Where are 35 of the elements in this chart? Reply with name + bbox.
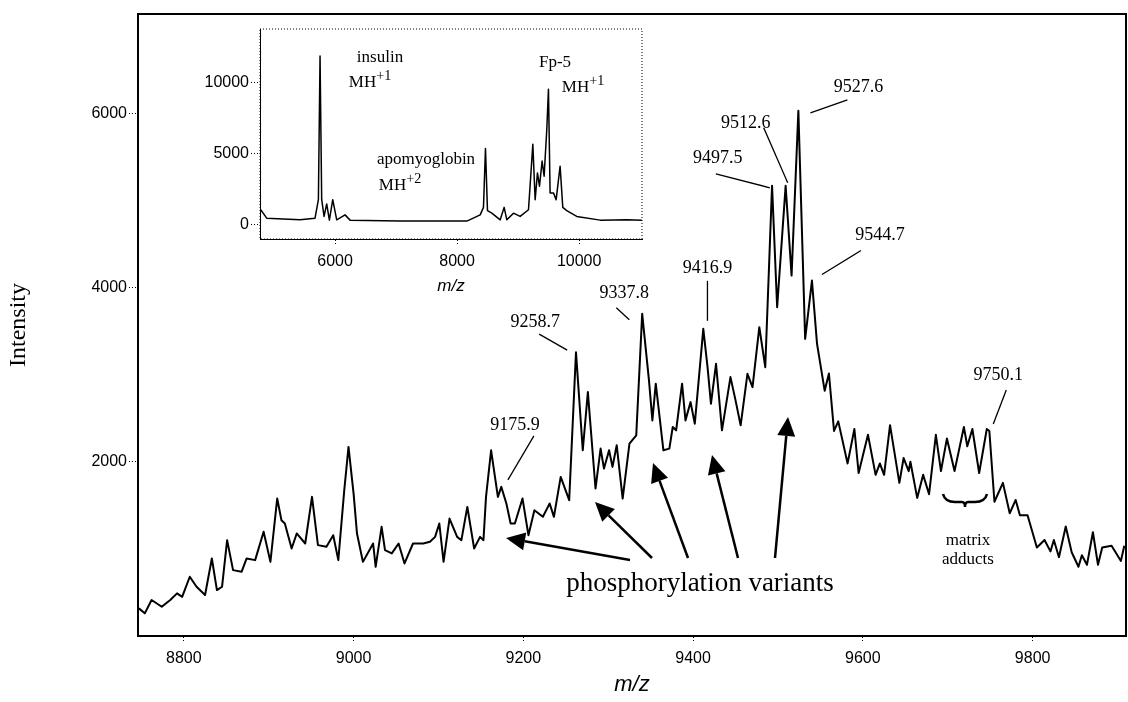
y-axis-title: Intensity <box>3 283 30 367</box>
annotation: 9497.5 <box>693 146 743 168</box>
x-tick-label: 9200 <box>505 649 542 667</box>
y-tick-label: 5000 <box>213 144 250 162</box>
x-tick-label: 9800 <box>1014 649 1051 667</box>
annotation: Fp-5 <box>538 51 572 72</box>
x-tick-label: 8000 <box>439 252 475 270</box>
x-tick-label: 9600 <box>845 649 881 667</box>
y-tick-label: 10000 <box>204 73 250 91</box>
annotation: MH$^{+1}$ <box>348 67 392 92</box>
x-axis-title: m/z <box>437 275 466 295</box>
annotation: 9750.1 <box>973 364 1024 385</box>
x-tick-label: 9400 <box>675 649 712 667</box>
annotation: 9175.9 <box>490 413 540 435</box>
y-tick-label: 0 <box>240 215 250 233</box>
annotation: matrix adducts <box>941 530 995 569</box>
x-tick-label: 9000 <box>335 649 372 667</box>
annotation: MH$^{+1}$ <box>561 72 605 97</box>
annotation: 9512.6 <box>720 111 771 133</box>
annotation: 9337.8 <box>599 281 650 303</box>
y-tick-label: 6000 <box>91 103 128 121</box>
annotation: MH$^{+2}$ <box>378 170 422 195</box>
annotation: apomyoglobin <box>376 148 476 169</box>
annotation: 9258.7 <box>510 311 560 333</box>
x-tick-label: 6000 <box>317 252 353 270</box>
annotation: 9527.6 <box>833 75 884 97</box>
x-axis-title: m/z <box>614 670 650 696</box>
annotation: 9544.7 <box>855 223 905 245</box>
annotation: insulin <box>356 46 404 67</box>
x-tick-label: 8800 <box>166 649 202 667</box>
y-tick-label: 4000 <box>91 277 128 295</box>
x-tick-label: 10000 <box>556 252 602 270</box>
annotation: phosphorylation variants <box>566 567 834 598</box>
y-tick-label: 2000 <box>91 452 128 470</box>
annotation: 9416.9 <box>682 256 733 278</box>
